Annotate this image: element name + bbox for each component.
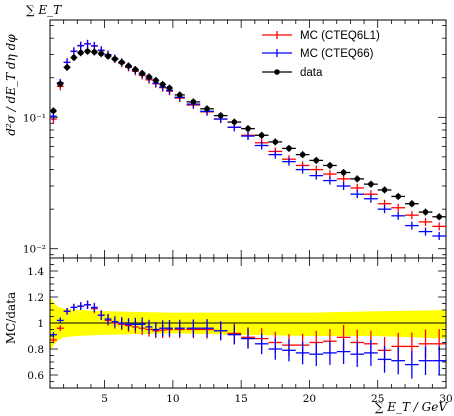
data-point (57, 80, 64, 87)
ratio-x-ticks: 5 10 15 20 25 30 (49, 258, 453, 405)
legend-label-data: data (300, 67, 323, 79)
ratio-ylabel: MC/data (4, 292, 18, 344)
data-point (176, 92, 183, 98)
data-point (118, 59, 125, 66)
legend-label-cteq66: MC (CTEQ66) (300, 48, 374, 60)
ratio-x-tick-label: 5 (101, 393, 108, 405)
data-point (368, 181, 374, 187)
data-point (409, 200, 415, 207)
chart-title: ∑ E_T (26, 3, 62, 17)
ratio-y-tick-label: 0.8 (27, 344, 44, 356)
ratio-plot: 0.6 0.8 1 1.2 1.4 5 10 15 20 25 30 (27, 257, 453, 405)
data-point (272, 139, 279, 145)
data-point (258, 132, 265, 139)
data-point (299, 151, 306, 158)
data-point (354, 176, 361, 182)
data-point (64, 64, 70, 71)
data-point (77, 49, 84, 56)
data-point (422, 209, 429, 215)
data-point (340, 169, 347, 176)
ratio-y-ticks: 0.6 0.8 1 1.2 1.4 (27, 257, 446, 389)
data-point (217, 112, 224, 119)
main-y-tick-label: 10⁻¹ (23, 112, 46, 124)
main-ylabel: d²σ / dE_T dη dφ (4, 34, 18, 136)
data-point (166, 85, 173, 91)
main-y-ticks: 10⁻² 10⁻¹ (23, 25, 446, 256)
data-point (71, 54, 77, 61)
legend-swatch-data-marker (274, 69, 280, 75)
ratio-x-tick-label: 20 (303, 393, 316, 405)
ratio-y-tick-label: 1 (37, 318, 44, 330)
main-plot: 10⁻² 10⁻¹ (23, 19, 447, 259)
data-point (98, 50, 105, 57)
data-point (395, 193, 402, 200)
data-point (190, 99, 197, 105)
data-point (436, 213, 442, 220)
legend-label-cteq6l1: MC (CTEQ6L1) (300, 30, 380, 42)
data-point (245, 125, 251, 132)
legend: MC (CTEQ6L1) MC (CTEQ66) data (262, 30, 380, 79)
series-data (50, 47, 446, 221)
ratio-y-tick-label: 1.2 (27, 292, 44, 304)
data-point (125, 63, 132, 69)
data-point (231, 119, 238, 125)
main-y-tick-label: 10⁻² (23, 244, 46, 256)
ratio-x-tick-label: 25 (371, 393, 384, 405)
data-point (204, 106, 210, 112)
data-point (112, 56, 118, 62)
data-point (132, 66, 139, 73)
data-point (105, 53, 111, 59)
series-cteq66 (50, 39, 446, 240)
data-point (146, 74, 152, 80)
data-point (139, 70, 145, 77)
data-point (91, 49, 98, 55)
data-point (50, 108, 57, 114)
data-point (84, 48, 91, 55)
ratio-x-tick-label: 15 (234, 393, 247, 405)
ratio-y-tick-label: 1.4 (27, 266, 44, 278)
data-point (327, 162, 333, 169)
ratio-series-cteq66 (50, 300, 446, 379)
data-point (153, 77, 159, 84)
data-uncertainty-band (50, 297, 446, 351)
data-point (381, 187, 388, 193)
ratio-x-tick-label: 10 (166, 393, 179, 405)
data-point (159, 81, 166, 88)
data-point (313, 157, 320, 164)
ratio-x-tick-label: 30 (439, 393, 452, 405)
ratio-xlabel: ∑ E_T / GeV (375, 400, 449, 414)
ratio-y-tick-label: 0.6 (27, 370, 44, 382)
data-point (286, 145, 292, 152)
